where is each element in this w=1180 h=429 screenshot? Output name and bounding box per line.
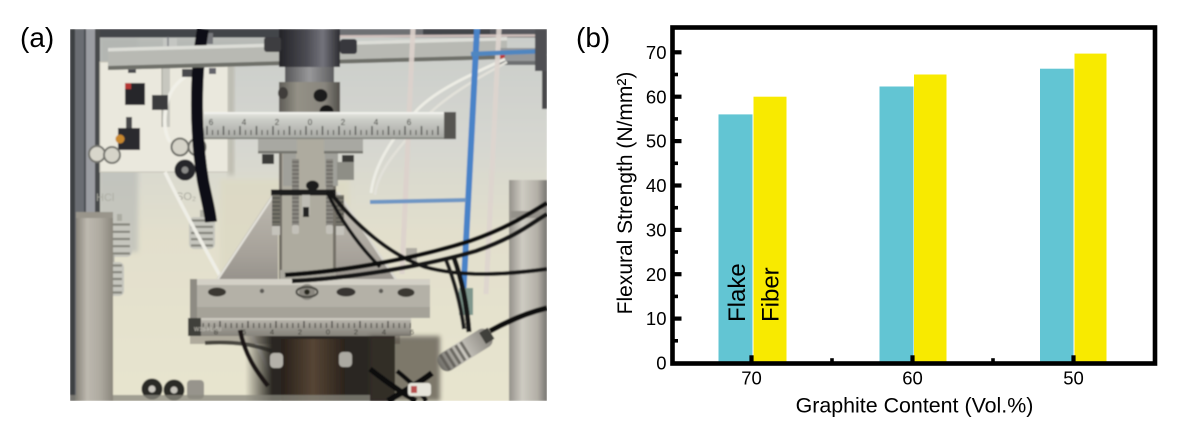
svg-text:4: 4	[270, 328, 274, 337]
svg-text:20: 20	[646, 264, 667, 285]
svg-text:2: 2	[341, 118, 346, 127]
svg-text:50: 50	[646, 131, 667, 152]
svg-text:0: 0	[326, 328, 330, 337]
svg-text:6: 6	[407, 118, 412, 127]
svg-text:70: 70	[646, 42, 667, 63]
svg-text:2: 2	[298, 328, 302, 337]
svg-text:60: 60	[902, 368, 923, 389]
svg-text:Fiber: Fiber	[758, 267, 785, 322]
svg-text:4: 4	[374, 118, 379, 127]
svg-text:0: 0	[308, 118, 313, 127]
svg-text:30: 30	[646, 220, 667, 241]
svg-text:50: 50	[1063, 368, 1084, 389]
svg-text:Graphite Content (Vol.%): Graphite Content (Vol.%)	[796, 394, 1034, 418]
svg-text:6: 6	[242, 328, 246, 337]
svg-text:8: 8	[214, 328, 218, 337]
svg-text:60: 60	[646, 86, 667, 107]
svg-text:2: 2	[354, 328, 358, 337]
svg-text:4: 4	[242, 118, 247, 127]
svg-text:40: 40	[646, 175, 667, 196]
svg-text:0: 0	[656, 353, 666, 374]
svg-text:Flake: Flake	[724, 263, 751, 322]
svg-text:4: 4	[382, 328, 386, 337]
svg-text:6: 6	[209, 118, 214, 127]
svg-text:2: 2	[275, 118, 280, 127]
svg-text:W15-FL-03: W15-FL-03	[194, 327, 222, 333]
svg-text:Flexural Strength (N/mm²): Flexural Strength (N/mm²)	[614, 72, 637, 315]
svg-text:70: 70	[741, 368, 762, 389]
svg-text:HCl: HCl	[96, 192, 114, 204]
svg-text:10: 10	[646, 308, 667, 329]
svg-text:6: 6	[410, 328, 414, 337]
